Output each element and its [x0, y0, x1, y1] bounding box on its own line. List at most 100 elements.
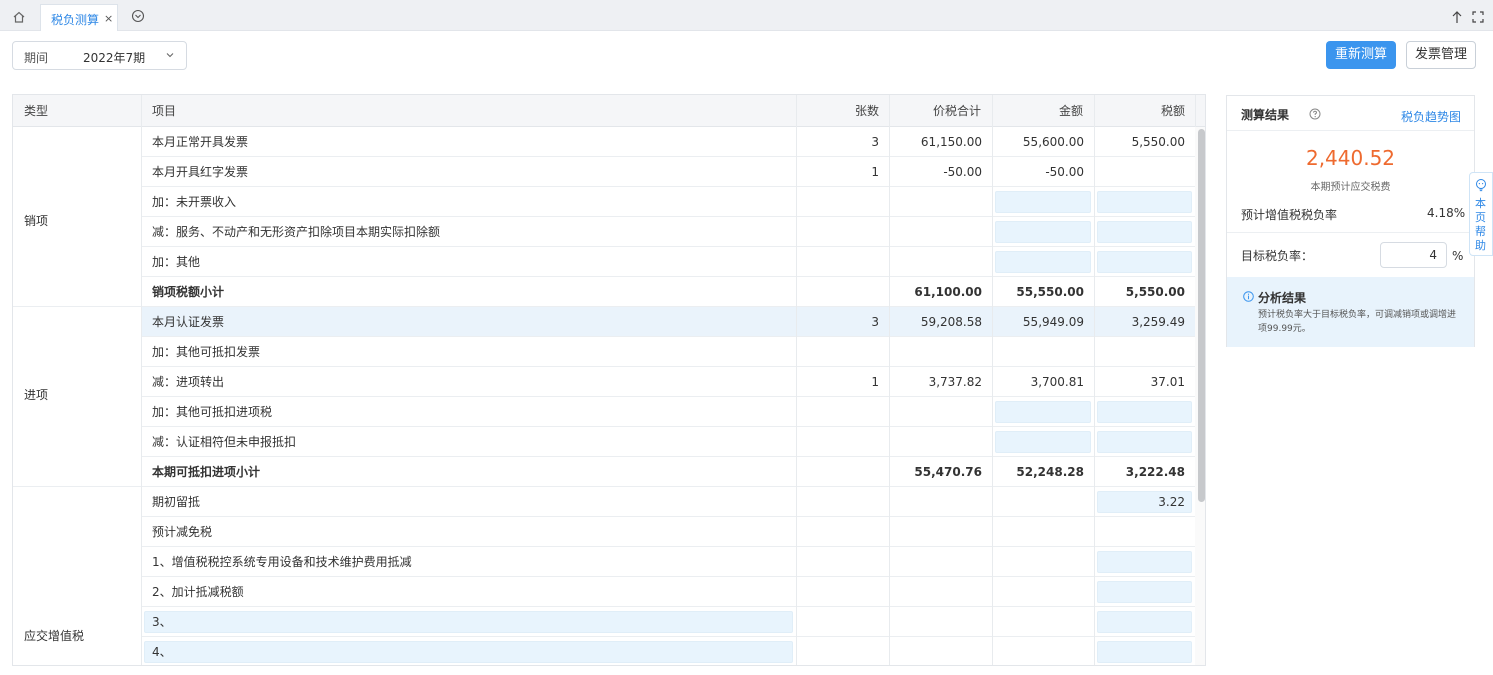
- cell-count: [796, 577, 889, 607]
- cell-tax: [1094, 427, 1195, 457]
- cell-tax: [1094, 517, 1195, 547]
- cell-item: 期初留抵: [152, 495, 201, 509]
- group-type-label: 进项: [24, 388, 49, 402]
- column-divider: [1094, 95, 1095, 665]
- invoice-management-button[interactable]: 发票管理: [1406, 41, 1476, 69]
- cell-item: 加：其他: [152, 255, 201, 269]
- cell-total: 59,208.58: [920, 315, 982, 329]
- tax-input[interactable]: [1097, 221, 1192, 243]
- period-label: 期间: [24, 51, 49, 65]
- cell-item: 本月正常开具发票: [152, 135, 249, 149]
- tax-input[interactable]: [1097, 581, 1192, 603]
- question-icon[interactable]: [1309, 108, 1321, 120]
- recalculate-button[interactable]: 重新测算: [1326, 41, 1396, 69]
- cell-count: [796, 217, 889, 247]
- cell-count: [796, 337, 889, 367]
- cell-amount: [992, 397, 1094, 427]
- row-divider: [141, 486, 1195, 487]
- cell-amount: [992, 607, 1094, 637]
- cell-tax: [1094, 397, 1195, 427]
- analysis-text: 预计税负率大于目标税负率，可调减销项或调增进项99.99元。: [1258, 310, 1457, 334]
- period-value: 2022年7期: [83, 51, 146, 65]
- group-type-label: 应交增值税: [24, 629, 85, 643]
- item-input[interactable]: [144, 611, 793, 633]
- cell-count: [796, 397, 889, 427]
- tax-input[interactable]: [1097, 191, 1192, 213]
- cell-tax: [1094, 577, 1195, 607]
- cell-count: 3: [871, 315, 879, 329]
- target-rate-label: 目标税负率：: [1241, 249, 1314, 263]
- analysis-title: 分析结果: [1258, 291, 1307, 305]
- period-select[interactable]: 期间 2022年7期: [12, 41, 187, 70]
- tax-input[interactable]: [1097, 641, 1192, 663]
- cell-amount: [992, 247, 1094, 277]
- analysis-box: 分析结果 预计税负率大于目标税负率，可调减销项或调增进项99.99元。: [1227, 277, 1474, 347]
- amount-input[interactable]: [995, 401, 1091, 423]
- cell-total: [889, 637, 992, 665]
- item-input[interactable]: [144, 641, 793, 663]
- amount-input[interactable]: [995, 221, 1091, 243]
- vat-burden-value: 4.18%: [1427, 206, 1466, 220]
- row-divider: [141, 246, 1195, 247]
- cell-amount: 52,248.28: [1016, 465, 1084, 479]
- cell-tax: 37.01: [1150, 375, 1185, 389]
- page-help-label: 本页帮助: [1475, 197, 1486, 252]
- target-rate-input[interactable]: 4: [1380, 242, 1447, 268]
- column-divider: [796, 95, 797, 665]
- cell-count: [796, 277, 889, 307]
- cell-tax: 5,550.00: [1131, 135, 1185, 149]
- header-type: 类型: [24, 104, 49, 118]
- row-divider: [141, 456, 1195, 457]
- row-divider: [141, 516, 1195, 517]
- arrow-up-icon[interactable]: [1451, 10, 1463, 24]
- cell-tax: [1094, 637, 1195, 665]
- cell-count: [796, 517, 889, 547]
- fullscreen-icon[interactable]: [1472, 11, 1484, 23]
- row-divider: [141, 156, 1195, 157]
- divider: [1227, 232, 1474, 233]
- header-item: 项目: [152, 104, 177, 118]
- tab-tax-burden[interactable]: 税负测算 ×: [40, 4, 118, 31]
- tax-input[interactable]: [1097, 611, 1192, 633]
- tab-menu-icon[interactable]: [131, 9, 145, 23]
- header-count: 张数: [854, 104, 879, 118]
- tax-input[interactable]: [1097, 491, 1192, 513]
- scrollbar-thumb[interactable]: [1198, 129, 1205, 502]
- tax-trend-link[interactable]: 税负趋势图: [1401, 110, 1462, 124]
- tax-input[interactable]: [1097, 401, 1192, 423]
- cell-total: 3,737.82: [928, 375, 982, 389]
- cell-total: [889, 517, 992, 547]
- cell-total: [889, 487, 992, 517]
- tab-bar: 税负测算 ×: [0, 0, 1493, 31]
- cell-count: [796, 487, 889, 517]
- amount-input[interactable]: [995, 431, 1091, 453]
- cell-count: [796, 187, 889, 217]
- cell-count: [796, 547, 889, 577]
- row-divider: [141, 336, 1195, 337]
- amount-input[interactable]: [995, 191, 1091, 213]
- target-rate-unit: %: [1452, 249, 1464, 263]
- cell-tax: [1094, 337, 1195, 367]
- cell-total: 61,150.00: [920, 135, 982, 149]
- tax-input[interactable]: [1097, 251, 1192, 273]
- row-divider: [141, 606, 1195, 607]
- payable-caption: 本期预计应交税费: [1310, 182, 1391, 193]
- tax-input[interactable]: [1097, 431, 1192, 453]
- tax-input[interactable]: [1097, 551, 1192, 573]
- home-icon[interactable]: [8, 8, 30, 26]
- cell-count: 1: [871, 375, 879, 389]
- row-divider: [141, 276, 1195, 277]
- cell-total: [889, 547, 992, 577]
- cell-total: [889, 577, 992, 607]
- cell-item: 销项税额小计: [152, 285, 225, 299]
- amount-input[interactable]: [995, 251, 1091, 273]
- cell-tax: 3,259.49: [1131, 315, 1185, 329]
- row-divider: [141, 216, 1195, 217]
- tab-close-icon[interactable]: ×: [104, 12, 114, 25]
- page-help-button[interactable]: 本页帮助: [1469, 172, 1493, 256]
- cell-count: [796, 427, 889, 457]
- column-divider: [992, 95, 993, 665]
- cell-tax: [1094, 547, 1195, 577]
- cell-total: [889, 427, 992, 457]
- column-divider: [889, 95, 890, 665]
